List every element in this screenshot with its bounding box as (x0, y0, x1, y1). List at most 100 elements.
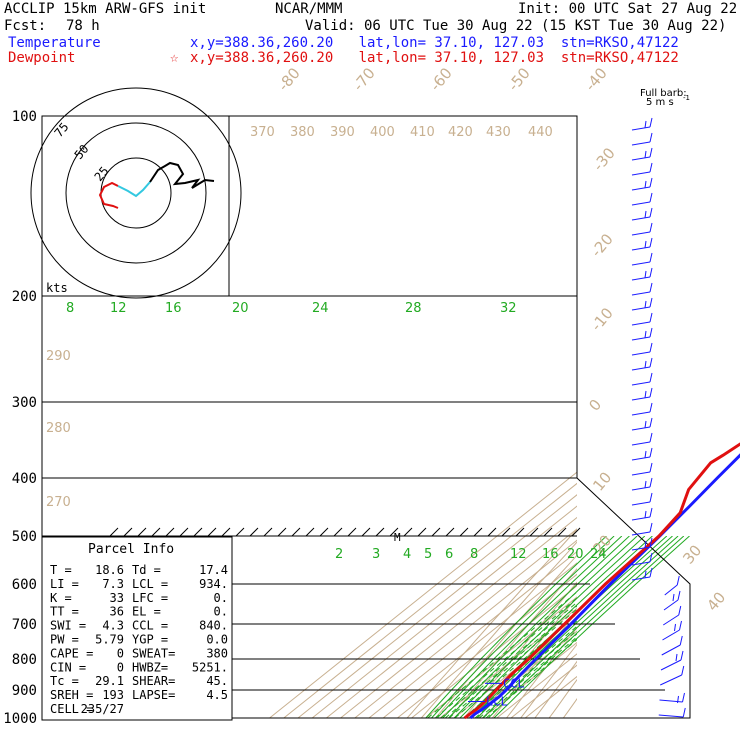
dewpoint-line (463, 442, 740, 720)
wind-barb-flag (679, 635, 683, 646)
wind-barb-flag (675, 653, 678, 662)
hatch-tick (487, 527, 497, 537)
wind-barb-staff (631, 396, 651, 401)
hatch-tick (459, 527, 469, 537)
wind-barb-staff (631, 306, 651, 311)
wind-barb-staff (631, 531, 651, 536)
forecast-hours: 78 h (66, 18, 100, 34)
wind-barb-staff (662, 629, 680, 641)
isotherm-0 (439, 607, 577, 719)
isotherm-label: 40 (703, 588, 729, 614)
moist-adiabat-38 (493, 536, 690, 719)
parcel-cell: 5.79 (95, 633, 124, 647)
mixing-label-upper: 28 (405, 301, 422, 316)
wind-barb-flag (649, 312, 653, 323)
wind-barb-staff (661, 644, 681, 656)
dry-adiabat-310 (491, 611, 577, 719)
isotherm-label: -10 (587, 304, 617, 334)
isotherm-label: -30 (589, 144, 619, 174)
wind-barb-staff (664, 584, 678, 596)
wind-barb-staff (631, 351, 651, 356)
dry-adiabat-300 (477, 596, 577, 719)
hodograph-box (41, 115, 230, 297)
isotherm--110 (283, 482, 577, 719)
dry-adiabat-460 (705, 116, 740, 718)
wind-barb-staff (631, 291, 651, 296)
wind-barb-flag (674, 623, 676, 632)
mixing-label-lower: 3 (372, 547, 380, 562)
moist-adiabat-14 (459, 536, 653, 719)
wind-barb-flag (644, 210, 647, 219)
wind-barb-flag (644, 450, 647, 459)
dry-adiabat-330 (520, 643, 577, 719)
hodograph-trace-mid (117, 181, 151, 198)
moist-adiabat-34 (487, 536, 685, 719)
hatch-tick (417, 527, 427, 537)
mixing-label-upper: 12 (110, 301, 127, 316)
parcel-cell: 4.5 (206, 688, 228, 702)
wind-barb-flag (649, 282, 653, 293)
wind-barb-staff (631, 186, 651, 191)
isotherm-20 (468, 630, 577, 719)
pressure-label-600: 600 (12, 577, 37, 593)
wind-barb-flag (649, 507, 653, 518)
mixing-label-lower: 20 (567, 547, 584, 562)
parcel-cell: 0. (214, 605, 228, 619)
parcel-cell: TT = (50, 605, 79, 619)
wind-barb-flag (649, 522, 653, 533)
isotherm--50 (368, 550, 577, 719)
wind-barb-flag (649, 417, 653, 428)
parcel-cell: LAPSE= (132, 688, 175, 702)
moist-adiabat--6 (431, 536, 615, 719)
wind-barb-flag (677, 590, 681, 601)
isotherm-60 (524, 675, 577, 719)
theta-label: 400 (370, 125, 395, 140)
hatch-tick (193, 527, 203, 537)
isotherm--70 (340, 528, 577, 719)
wind-barb-staff (631, 486, 651, 491)
wind-barb-flag (649, 222, 653, 233)
parcel-cell: CCL = (132, 619, 168, 633)
mixing-ratio-lines (427, 591, 577, 719)
parcel-cell: 4.3 (102, 619, 124, 633)
wind-barb-flag (649, 552, 653, 563)
moist-adiabat-30 (482, 536, 679, 719)
wind-barb-staff (631, 366, 651, 371)
hatch-tick (431, 527, 441, 537)
sounding-series: CCL LCL M (394, 442, 740, 720)
wind-barb-staff (660, 674, 682, 686)
wind-barb-staff (659, 699, 683, 703)
dry-adiabat-360 (562, 698, 577, 719)
mixing-line-32 (485, 638, 577, 719)
mixing-line-12 (463, 620, 577, 719)
wind-barb-flag (649, 252, 653, 263)
dry-adiabat-380 (592, 116, 740, 718)
moist-adiabat-6 (448, 536, 638, 719)
wind-barb-flag (680, 650, 684, 661)
m-marker-label: M (394, 531, 401, 544)
wind-barb-flag (682, 692, 685, 703)
parcel-cell: CIN = (50, 660, 86, 674)
mixing-label-upper: 32 (500, 301, 517, 316)
wind-barb-flag (649, 357, 653, 368)
isotherm-10 (453, 619, 577, 719)
hatch-tick (375, 527, 385, 537)
hatch-tick (515, 527, 525, 537)
wind-barb-staff (631, 126, 651, 131)
parcel-cell: CAPE = (50, 646, 93, 660)
hatch-tick (333, 527, 343, 537)
mixing-line-24 (478, 633, 577, 719)
temperature-legend: Temperature (8, 35, 101, 51)
pressure-label-200: 200 (12, 289, 37, 305)
parcel-cell: 235/27 (81, 702, 124, 716)
wind-barb-flag (677, 695, 679, 704)
isotherm--30 (397, 573, 577, 719)
parcel-cell: SWEAT= (132, 646, 175, 660)
parcel-cell: 7.3 (102, 577, 124, 591)
wind-barb-flag (679, 620, 682, 631)
mixing-line-3 (434, 597, 577, 719)
hatch-tick (277, 527, 287, 537)
isotherm-40 (496, 653, 577, 719)
dry-adiabat-470 (720, 116, 740, 718)
wind-barb-flag (649, 132, 653, 143)
